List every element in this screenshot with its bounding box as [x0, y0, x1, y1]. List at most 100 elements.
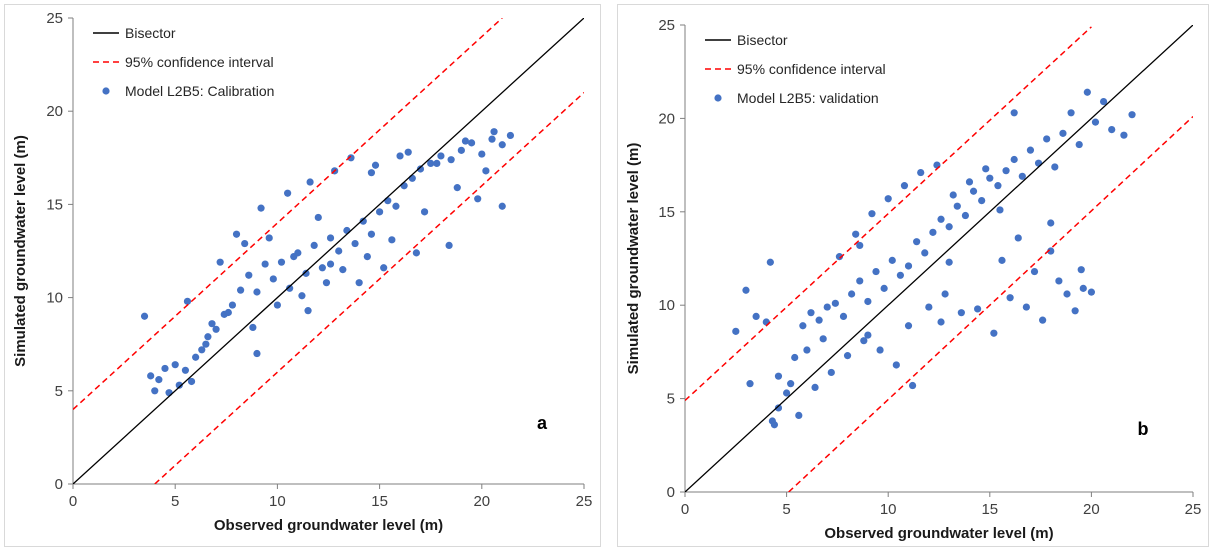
data-point — [1014, 234, 1022, 242]
data-point — [326, 260, 335, 268]
data-point — [1091, 118, 1100, 126]
data-point — [872, 267, 880, 276]
data-point — [416, 165, 425, 173]
data-point — [245, 271, 253, 279]
data-point — [969, 187, 978, 195]
data-point — [367, 169, 376, 177]
plot-area — [73, 18, 584, 484]
data-point — [815, 316, 823, 324]
data-point — [155, 376, 163, 384]
data-point — [363, 252, 371, 261]
y-tick-label: 10 — [658, 297, 675, 314]
data-point — [277, 258, 286, 266]
data-point — [478, 150, 486, 158]
data-point — [306, 178, 314, 186]
data-point — [986, 174, 994, 182]
x-tick-label: 20 — [473, 493, 490, 510]
data-point — [310, 241, 318, 250]
data-point — [774, 404, 783, 412]
data-point — [1039, 316, 1047, 324]
data-point — [1083, 88, 1091, 96]
data-point — [884, 195, 892, 203]
data-point — [856, 277, 864, 285]
data-point — [945, 258, 953, 266]
data-point — [408, 174, 416, 182]
legend-label: 95% confidence interval — [125, 54, 274, 70]
data-point — [843, 352, 852, 360]
data-point — [864, 331, 872, 339]
data-point — [770, 421, 779, 429]
data-point — [257, 204, 265, 212]
y-axis-title: Simulated groundwater level (m) — [625, 143, 642, 375]
data-point — [343, 226, 351, 235]
scatter-chart-a: 0 5 10 15 20 25 0 5 10 15 20 25 Observed groundwater… — [12, 10, 592, 534]
data-point — [807, 309, 815, 317]
data-point — [1034, 159, 1043, 167]
y-tick-label: 5 — [55, 383, 63, 400]
data-point — [165, 389, 173, 397]
data-point — [925, 303, 933, 311]
data-point — [774, 372, 783, 380]
data-point — [1002, 167, 1010, 175]
legend-label: Bisector — [125, 25, 176, 41]
data-point — [388, 236, 396, 244]
data-point — [202, 340, 210, 348]
x-tick-label: 20 — [1083, 501, 1100, 518]
data-point — [1120, 131, 1128, 139]
y-tick-label: 10 — [46, 290, 63, 307]
data-point — [318, 264, 326, 272]
data-point — [791, 353, 799, 362]
data-point — [913, 238, 921, 246]
data-point — [335, 247, 343, 255]
data-point — [831, 299, 839, 307]
confidence-interval-line — [788, 115, 1193, 492]
data-point — [228, 301, 237, 309]
data-point — [498, 202, 506, 210]
data-point — [237, 286, 245, 294]
y-tick-label: 0 — [55, 476, 63, 493]
data-point — [204, 333, 212, 341]
x-tick-label: 15 — [371, 493, 388, 510]
data-point — [187, 377, 196, 386]
data-point — [1128, 111, 1136, 119]
data-point — [347, 154, 355, 162]
data-point — [941, 290, 949, 298]
y-tick-label: 15 — [658, 204, 675, 221]
data-point — [880, 284, 888, 292]
data-point — [1022, 303, 1030, 311]
data-point — [1043, 135, 1051, 143]
data-point — [140, 312, 149, 320]
y-tick-label: 5 — [667, 391, 675, 408]
data-point — [396, 152, 404, 160]
data-point — [888, 256, 896, 264]
data-point — [921, 249, 929, 257]
bisector-line — [73, 18, 584, 484]
data-point — [876, 346, 884, 354]
data-point — [803, 346, 811, 354]
data-point — [799, 322, 807, 330]
data-point — [286, 284, 294, 292]
data-point — [181, 366, 190, 374]
x-tick-label: 15 — [981, 501, 998, 518]
data-point — [304, 307, 312, 315]
y-tick-label: 0 — [667, 484, 675, 501]
bisector-line — [685, 25, 1193, 492]
data-point — [269, 275, 277, 283]
data-point — [351, 239, 359, 248]
data-point — [461, 137, 470, 145]
data-point — [1071, 307, 1079, 315]
data-point — [392, 202, 400, 210]
data-point — [249, 323, 257, 332]
data-point — [339, 266, 347, 274]
legend-label: 95% confidence interval — [737, 61, 886, 77]
data-point — [848, 290, 856, 298]
data-point — [961, 211, 970, 220]
data-point — [208, 320, 216, 328]
data-point — [367, 230, 376, 238]
data-point — [216, 258, 224, 266]
data-point — [212, 325, 220, 333]
data-point — [224, 308, 232, 317]
data-point — [241, 239, 249, 248]
data-point — [900, 182, 909, 190]
data-point — [746, 380, 754, 388]
